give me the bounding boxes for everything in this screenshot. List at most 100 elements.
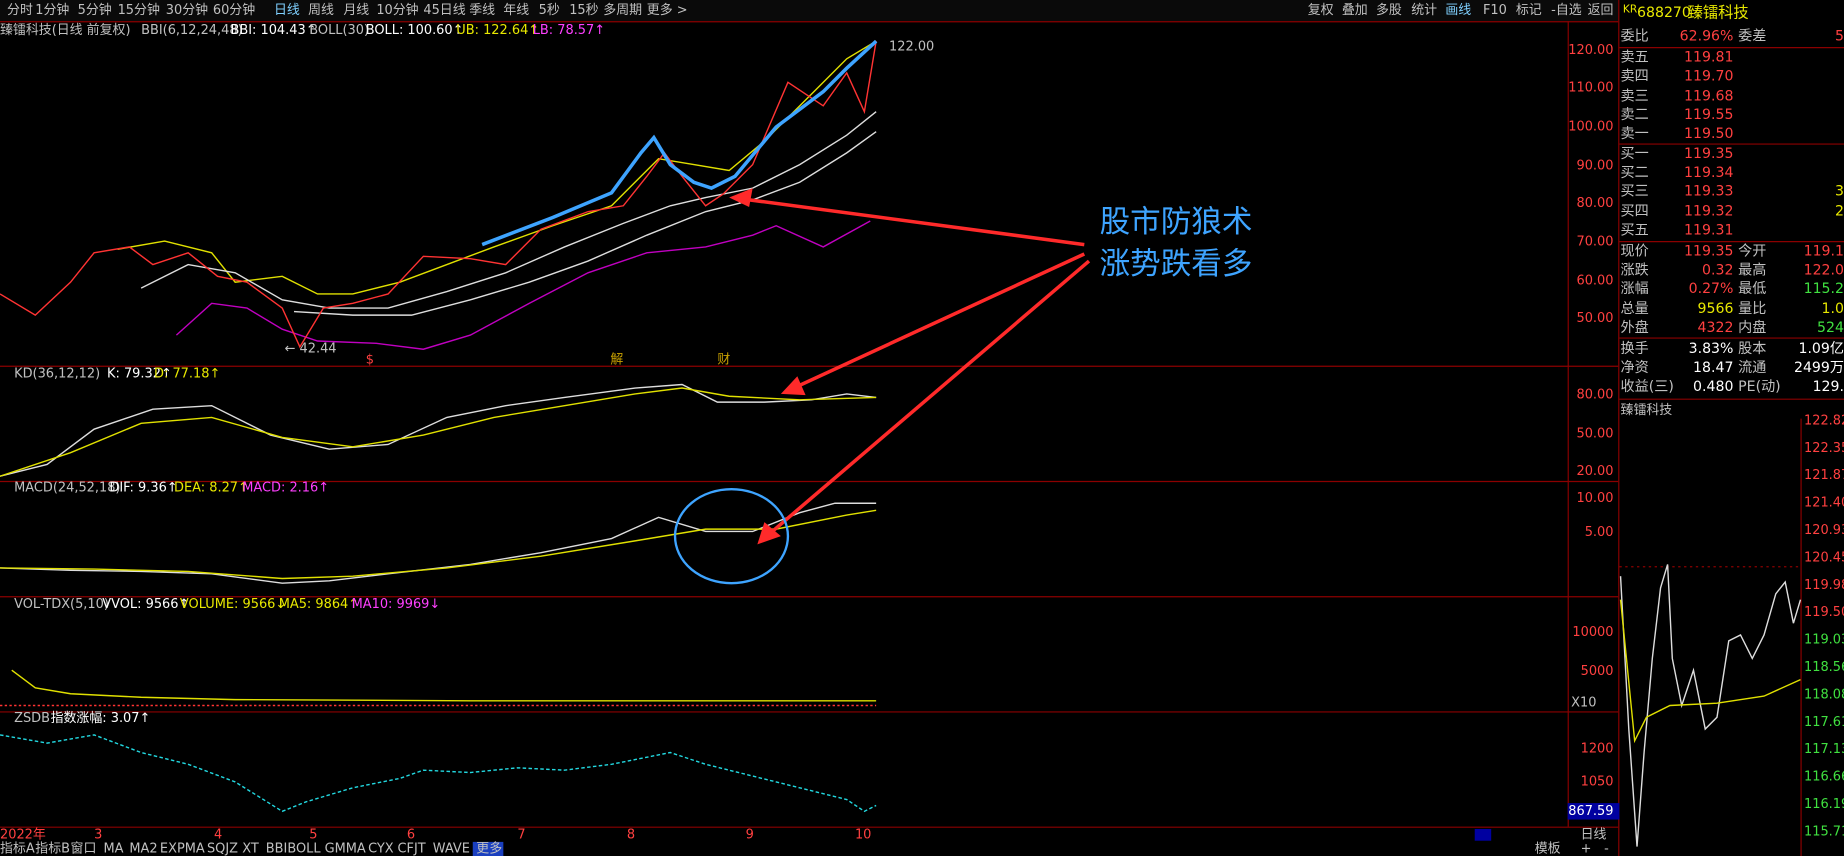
- bottom-tab[interactable]: BBIBOLL: [266, 841, 322, 856]
- tool-button[interactable]: 标记: [1516, 3, 1542, 18]
- stat-value: 0.27%: [1689, 281, 1734, 297]
- axis-label: 1200: [1581, 742, 1614, 757]
- date-label: 2022年: [0, 827, 46, 842]
- axis-label: 120.00: [1568, 43, 1613, 58]
- arrow-heads: [729, 188, 806, 545]
- bottom-tab[interactable]: 指标A: [0, 841, 35, 856]
- axis-label: 100.00: [1568, 119, 1613, 134]
- tool-button[interactable]: 统计: [1411, 3, 1437, 18]
- period-tab[interactable]: 季线: [469, 3, 495, 18]
- period-tab[interactable]: 年线: [503, 3, 529, 18]
- period-label: 日线: [1581, 827, 1607, 842]
- bottom-tab[interactable]: +: [1581, 841, 1592, 856]
- intraday-axis-label: 116.19: [1804, 797, 1844, 812]
- indicator-header: 指数涨幅: 3.07↑: [51, 711, 151, 726]
- stat-label: 涨跌: [1621, 262, 1649, 278]
- stat-label: 外盘: [1621, 319, 1649, 336]
- axis-label: 70.00: [1576, 235, 1613, 250]
- book-level: 买三: [1621, 184, 1649, 200]
- axis-label: 5.00: [1585, 525, 1614, 540]
- stat-label: 股本: [1738, 341, 1766, 357]
- bottom-tab[interactable]: XT: [242, 841, 259, 856]
- period-tab[interactable]: 15秒: [569, 3, 598, 18]
- period-tab[interactable]: 60分钟: [213, 2, 255, 18]
- axis-label: 50.00: [1576, 426, 1613, 441]
- bottom-tab[interactable]: 窗口: [71, 840, 97, 856]
- bottom-tab[interactable]: MA: [103, 841, 123, 856]
- indicator-header: MACD(24,52,18): [14, 480, 120, 495]
- book-volume: 3: [1835, 184, 1844, 200]
- bottom-tab[interactable]: MA2: [129, 841, 157, 856]
- intraday-axis-label: 119.98: [1804, 578, 1844, 593]
- period-tab[interactable]: 10分钟: [376, 2, 418, 18]
- bottom-tab[interactable]: 更多: [476, 841, 502, 856]
- stat-label: 最高: [1738, 261, 1766, 278]
- bottom-tab[interactable]: -: [1604, 841, 1609, 856]
- period-tab[interactable]: 45日线: [423, 3, 465, 18]
- tool-button[interactable]: 叠加: [1342, 3, 1368, 18]
- intraday-axis-label: 118.08: [1804, 687, 1844, 702]
- bottom-tab[interactable]: 指标B: [35, 841, 70, 856]
- bottom-tab[interactable]: CYX: [368, 841, 394, 856]
- indicator-header: VOL-TDX(5,10): [14, 597, 109, 612]
- tool-button[interactable]: 多股: [1376, 3, 1402, 18]
- tool-button[interactable]: 返回: [1588, 3, 1614, 18]
- toolbar: [0, 0, 1619, 22]
- bottom-tab[interactable]: CFJT: [397, 841, 425, 856]
- intraday-axis-label: 121.40: [1804, 496, 1844, 511]
- indicator-header: KD(36,12,12): [14, 366, 100, 381]
- bottom-tab[interactable]: 模板: [1535, 841, 1561, 856]
- highlight-circle: [673, 487, 790, 585]
- bottom-tab[interactable]: EXPMA: [160, 841, 205, 856]
- date-label: 6: [407, 827, 415, 842]
- tool-button[interactable]: 复权: [1308, 2, 1334, 18]
- period-tab[interactable]: 周线: [308, 3, 334, 18]
- axis-label: 80.00: [1576, 388, 1613, 403]
- bottom-tab[interactable]: GMMA: [325, 841, 366, 856]
- period-tab[interactable]: 分时: [7, 3, 33, 18]
- stat-label: 换手: [1621, 340, 1649, 357]
- axis-label: 110.00: [1568, 81, 1613, 96]
- tool-button[interactable]: -自选: [1551, 3, 1582, 18]
- intraday-title: 臻镭科技: [1621, 403, 1673, 418]
- stat-value: 2499万: [1794, 360, 1844, 376]
- period-tab[interactable]: 日线: [274, 3, 300, 18]
- tool-button[interactable]: F10: [1483, 3, 1507, 18]
- intraday-axis-label: 120.93: [1804, 523, 1844, 538]
- indicator-header: 臻镭科技(日线 前复权): [0, 22, 131, 38]
- indicator-header: DIF: 9.36↑: [109, 480, 177, 495]
- bottom-tab[interactable]: WAVE: [433, 841, 470, 856]
- book-price: 119.70: [1684, 68, 1733, 84]
- period-tab[interactable]: 15分钟: [118, 2, 160, 18]
- intraday-axis-label: 117.13: [1804, 742, 1844, 757]
- stat-value: 9566: [1698, 301, 1734, 317]
- period-tab[interactable]: 5分钟: [78, 2, 112, 18]
- scroll-box: [1474, 828, 1492, 841]
- period-tab[interactable]: 更多 >: [647, 3, 688, 18]
- period-tab[interactable]: 多周期: [603, 3, 642, 18]
- tool-button[interactable]: 画线: [1445, 3, 1471, 18]
- period-tab[interactable]: 1分钟: [35, 2, 69, 18]
- book-level: 卖三: [1621, 88, 1649, 104]
- indicator-header: VVOL: 9566↑: [102, 597, 189, 612]
- date-label: 7: [517, 827, 525, 842]
- intraday-axis-label: 119.50: [1804, 605, 1844, 620]
- period-tab[interactable]: 30分钟: [166, 2, 208, 18]
- stock-name: 臻镭科技: [1688, 3, 1749, 21]
- stat-label: 收益(三): [1621, 379, 1674, 395]
- stat-value: 0.32: [1702, 262, 1733, 278]
- period-tab[interactable]: 月线: [343, 3, 369, 18]
- stat-label: 内盘: [1738, 319, 1766, 336]
- bottom-tab[interactable]: SQJZ: [207, 841, 238, 856]
- axis-label: 50.00: [1576, 311, 1613, 326]
- period-tab[interactable]: 5秒: [539, 3, 560, 18]
- stat-value: 122.0: [1804, 262, 1844, 278]
- stat-label: 量比: [1738, 301, 1766, 317]
- event-marker: 解: [610, 352, 623, 367]
- stat-value: 18.47: [1693, 360, 1733, 376]
- book-level: 买二: [1621, 165, 1649, 181]
- indicator-header: D: 77.18↑: [154, 366, 220, 381]
- date-label: 10: [855, 827, 871, 842]
